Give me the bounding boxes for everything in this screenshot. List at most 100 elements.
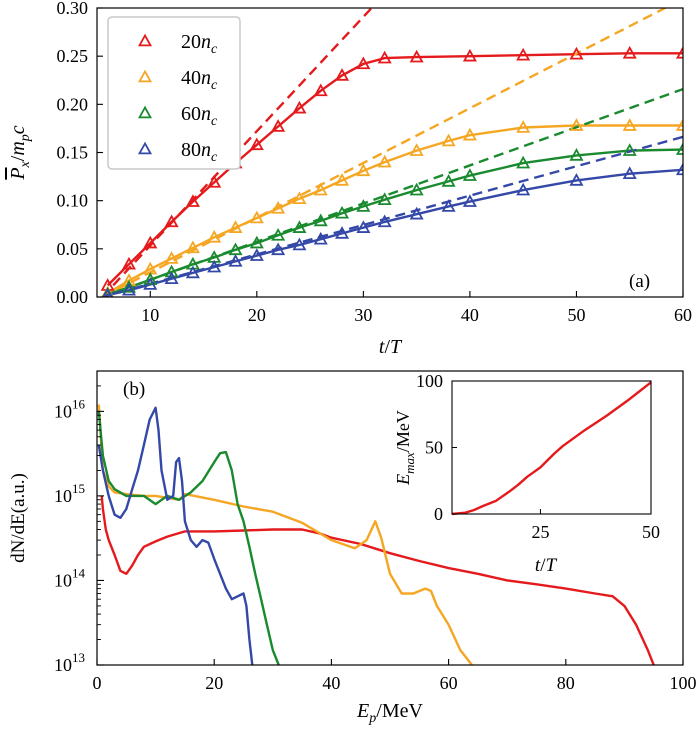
y-axis-slash: /	[7, 155, 29, 161]
y-tick-label-b: 1016	[54, 396, 86, 421]
marker-60nc	[356, 199, 371, 212]
y-tick-label-a: 0.05	[57, 239, 89, 259]
marker-60nc	[143, 272, 158, 285]
x-tick-label-a: 40	[461, 305, 479, 325]
legend-label-40nc: 40nc	[181, 67, 218, 93]
marker-20nc	[377, 50, 392, 64]
marker-20nc	[164, 214, 179, 228]
marker-40nc	[164, 251, 179, 264]
y-tick-exp: 13	[72, 650, 85, 665]
y-tick-label-b: 1013	[54, 650, 85, 675]
marker-20nc	[271, 119, 286, 132]
legend-sub: c	[211, 150, 218, 165]
legend-n: n	[201, 31, 211, 53]
panel-a-x-axis-label: t/T	[379, 336, 403, 358]
marker-80nc	[292, 237, 307, 251]
panel-b-label: (b)	[123, 379, 145, 400]
x-tick-label-b: 60	[440, 673, 458, 693]
marker-40nc	[228, 220, 243, 233]
marker-60nc	[121, 280, 136, 293]
x-axis-sub-p: p	[368, 711, 376, 726]
x-tick-label-a: 20	[248, 305, 266, 325]
legend-num: 40	[181, 67, 201, 89]
marker-20nc	[185, 194, 200, 207]
x-tick-label-a: 30	[354, 305, 372, 325]
marker-60nc	[377, 192, 392, 206]
x-axis-slash: /	[384, 336, 390, 358]
legend-sub: c	[211, 42, 218, 57]
marker-60nc	[409, 182, 424, 196]
marker-60nc	[271, 227, 286, 241]
marker-60nc	[569, 148, 584, 161]
marker-60nc	[335, 205, 350, 219]
marker-80nc	[249, 248, 264, 261]
x-tick-label-b: 20	[205, 673, 223, 693]
legend-n: n	[201, 103, 211, 125]
panel-b-y-axis-label: dN/dE(a.u.)	[8, 473, 29, 563]
y-tick-exp: 16	[72, 396, 86, 411]
marker-60nc	[164, 264, 179, 278]
inset-x-tick-label: 25	[531, 522, 549, 542]
marker-40nc	[335, 173, 350, 186]
inset-y-unit: /MeV	[393, 410, 413, 452]
panel-b-x-axis-label: Ep/MeV	[356, 700, 423, 726]
inset-chart: 25 50 0 50 100 t/T Emax/MeV	[393, 371, 660, 576]
inset-y-sub-max: max	[402, 452, 417, 474]
inset-y-tick-label: 100	[416, 371, 443, 391]
marker-20nc	[335, 68, 350, 81]
x-axis-var-E: E	[356, 700, 369, 722]
legend-num: 80	[181, 139, 201, 161]
marker-80nc	[102, 287, 113, 297]
fit-line-40nc	[101, 8, 668, 297]
y-tick-label-a: 0.10	[57, 191, 89, 211]
x-tick-label-a: 10	[141, 305, 159, 325]
marker-80nc	[675, 162, 683, 176]
y-axis-var-m: m	[7, 141, 29, 155]
y-tick-label-a: 0.00	[57, 287, 89, 307]
inset-x-slash: /	[540, 555, 546, 576]
marker-20nc	[622, 45, 637, 59]
spectrum-80nc	[97, 406, 254, 665]
marker-20nc	[292, 100, 307, 114]
x-axis-var-T: T	[390, 336, 403, 358]
legend-label-80nc: 80nc	[181, 139, 218, 165]
marker-40nc	[622, 118, 637, 131]
y-tick-exp: 15	[72, 481, 85, 496]
marker-80nc	[228, 254, 243, 267]
marker-60nc	[675, 142, 683, 155]
legend-sub: c	[211, 78, 218, 93]
inset-y-var-E: E	[393, 474, 413, 486]
marker-40nc	[675, 118, 683, 131]
legend-num: 60	[181, 103, 201, 125]
marker-40nc	[207, 229, 222, 243]
y-tick-label-a: 0.30	[57, 0, 89, 18]
marker-60nc	[313, 213, 328, 227]
marker-40nc	[377, 154, 392, 168]
marker-20nc	[249, 137, 264, 151]
marker-80nc	[516, 182, 531, 196]
marker-80nc	[185, 265, 200, 279]
marker-60nc	[441, 174, 456, 187]
marker-20nc	[675, 45, 683, 59]
legend-marker-80nc	[137, 141, 153, 155]
y-axis-sub-p: p	[18, 134, 33, 142]
y-tick-base: 10	[54, 570, 72, 590]
y-tick-label-a: 0.15	[57, 143, 89, 163]
marker-20nc	[313, 83, 328, 97]
legend-marker-40nc	[137, 69, 153, 83]
inset-y-tick-label: 50	[425, 438, 443, 458]
marker-20nc	[409, 49, 424, 63]
marker-40nc	[292, 191, 307, 205]
marker-80nc	[164, 271, 179, 284]
y-tick-exp: 14	[72, 565, 86, 580]
inset-curve-Emax	[451, 381, 652, 516]
curve-40nc	[107, 124, 683, 295]
marker-80nc	[207, 259, 222, 273]
inset-y-axis-label: Emax/MeV	[393, 410, 417, 486]
marker-40nc	[569, 118, 584, 131]
marker-20nc	[207, 175, 222, 188]
legend-sub: c	[211, 114, 218, 129]
panel-b-frame	[96, 370, 684, 666]
marker-80nc	[377, 214, 392, 228]
marker-80nc	[622, 166, 637, 179]
